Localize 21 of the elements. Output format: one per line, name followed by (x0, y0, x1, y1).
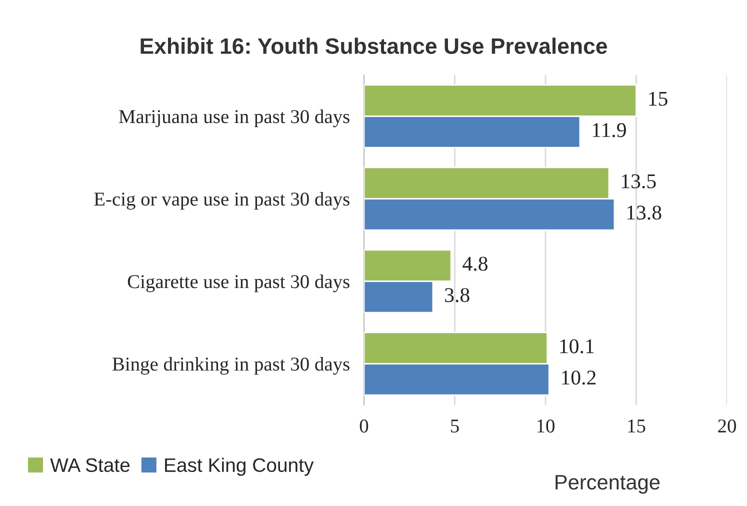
data-label: 10.1 (560, 339, 594, 354)
data-label: 13.8 (627, 206, 662, 220)
data-label: 10.2 (562, 370, 596, 385)
chart-title: Exhibit 16: Youth Substance Use Prevalence (140, 38, 608, 54)
y-tick-label: Marijuana use in past 30 days (119, 110, 350, 128)
x-tick-label: 15 (628, 420, 646, 433)
legend-label: East King County (165, 458, 314, 476)
x-axis-title: Percentage (556, 475, 660, 494)
data-label: 11.9 (592, 123, 626, 138)
data-label: 15 (649, 92, 668, 106)
legend-label: WA State (50, 458, 130, 472)
y-tick-label: Cigarette use in past 30 days (128, 274, 350, 292)
x-tick-label: 10 (537, 419, 554, 433)
x-tick-label: 0 (360, 419, 368, 433)
data-label: 13.5 (622, 174, 656, 188)
x-tick-label: 5 (451, 420, 459, 433)
data-label: 3.8 (445, 288, 470, 302)
y-tick-label: E-cig or vape use in past 30 days (94, 192, 350, 210)
data-label: 4.8 (462, 256, 488, 271)
y-tick-label: Binge drinking in past 30 days (112, 357, 350, 375)
x-tick-label: 20 (718, 419, 736, 433)
